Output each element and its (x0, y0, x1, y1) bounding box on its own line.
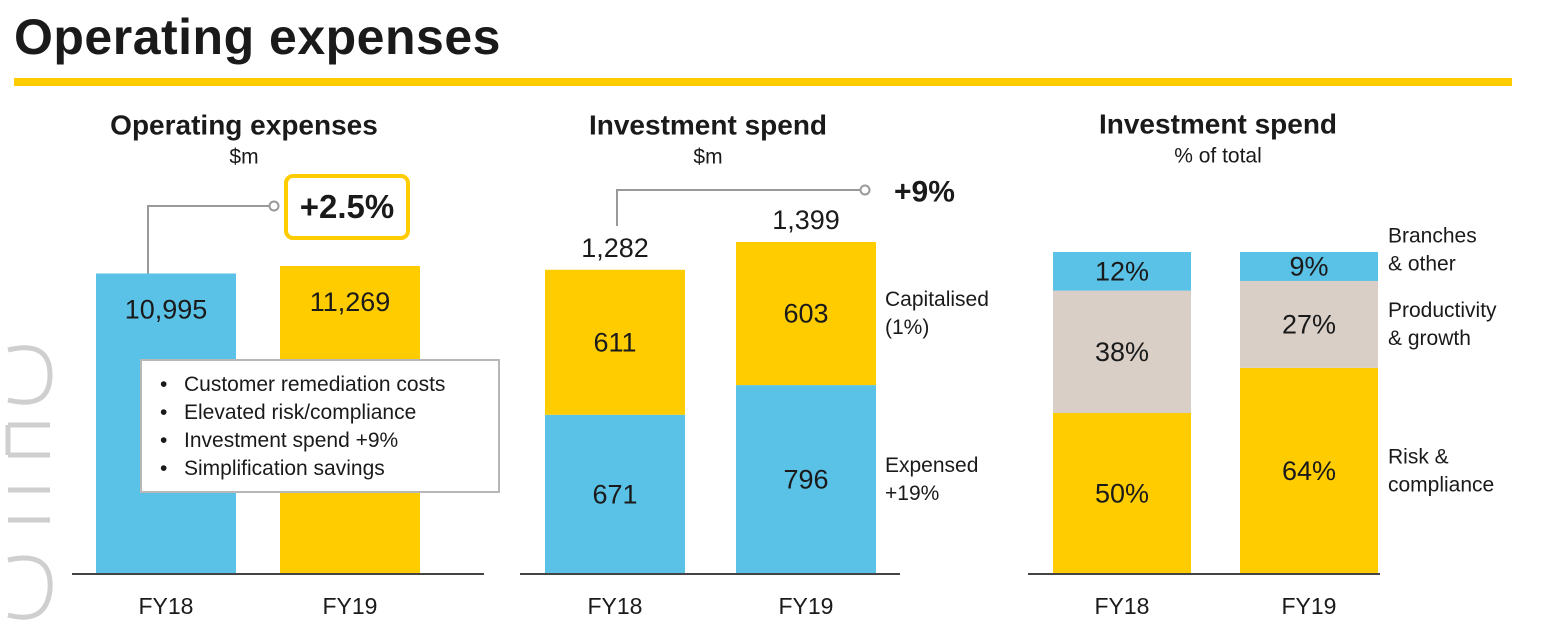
legend-label: & other (1388, 253, 1456, 276)
legend-label: & growth (1388, 327, 1471, 350)
growth-connector (616, 189, 865, 226)
bar-segment (736, 242, 876, 386)
x-tick-label: FY18 (588, 593, 643, 619)
bar-segment (1053, 290, 1191, 413)
legend-label: Expensed (885, 454, 978, 477)
callout-item: Customer remediation costs (160, 371, 498, 399)
segment-label: 27% (1282, 309, 1336, 339)
opex-drivers-list: Customer remediation costs Elevated risk… (160, 371, 498, 483)
chart-title: Investment spend (1099, 109, 1337, 140)
chart-subtitle: $m (229, 146, 258, 169)
legend-label: compliance (1388, 473, 1494, 496)
segment-label: 9% (1289, 251, 1328, 281)
x-tick-label: FY19 (779, 593, 834, 619)
segment-label: 50% (1095, 479, 1149, 509)
chart-title: Investment spend (589, 110, 827, 141)
x-tick-label: FY19 (323, 593, 378, 619)
legend-label: Capitalised (885, 288, 989, 311)
segment-label: 611 (593, 327, 636, 357)
growth-badge-opex: +2.5% (284, 174, 410, 240)
growth-label: +9% (894, 176, 955, 209)
bar-segment (1240, 252, 1378, 281)
bar-segment (1240, 280, 1378, 368)
callout-item: Simplification savings (160, 455, 498, 483)
x-tick-label: FY19 (1282, 593, 1337, 619)
bar-segment (1240, 367, 1378, 574)
segment-label: 38% (1095, 337, 1149, 367)
total-label: 1,399 (772, 205, 840, 235)
watermark-logo (0, 330, 58, 630)
data-label: 11,269 (310, 287, 391, 317)
legend-label: Branches (1388, 225, 1477, 248)
title-rule (14, 78, 1512, 86)
legend-label: Productivity (1388, 299, 1497, 322)
segment-label: 671 (592, 479, 637, 509)
segment-label: 796 (783, 465, 828, 495)
chart-subtitle: $m (693, 146, 722, 169)
bar-segment (736, 385, 876, 574)
bar-segment (545, 269, 685, 415)
segment-label: 64% (1282, 456, 1336, 486)
chart-title: Operating expenses (110, 110, 378, 141)
segment-label: 12% (1095, 256, 1149, 286)
bar-segment (545, 414, 685, 574)
data-label: 10,995 (125, 294, 208, 324)
growth-connector (147, 205, 274, 274)
bar-segment (1053, 252, 1191, 291)
opex-drivers-callout: Customer remediation costs Elevated risk… (140, 359, 500, 493)
legend-label: +19% (885, 482, 939, 505)
x-tick-label: FY18 (1095, 593, 1150, 619)
legend-label: Risk & (1388, 445, 1449, 468)
callout-item: Investment spend +9% (160, 427, 498, 455)
chart-subtitle: % of total (1174, 145, 1262, 168)
total-label: 1,282 (581, 233, 649, 263)
bar-segment (1053, 413, 1191, 574)
page-title: Operating expenses (14, 9, 501, 65)
x-tick-label: FY18 (139, 593, 194, 619)
segment-label: 603 (783, 299, 828, 329)
growth-connector-dot (859, 184, 871, 196)
callout-item: Elevated risk/compliance (160, 399, 498, 427)
legend-label: (1%) (885, 316, 929, 339)
growth-connector-dot (268, 200, 280, 212)
